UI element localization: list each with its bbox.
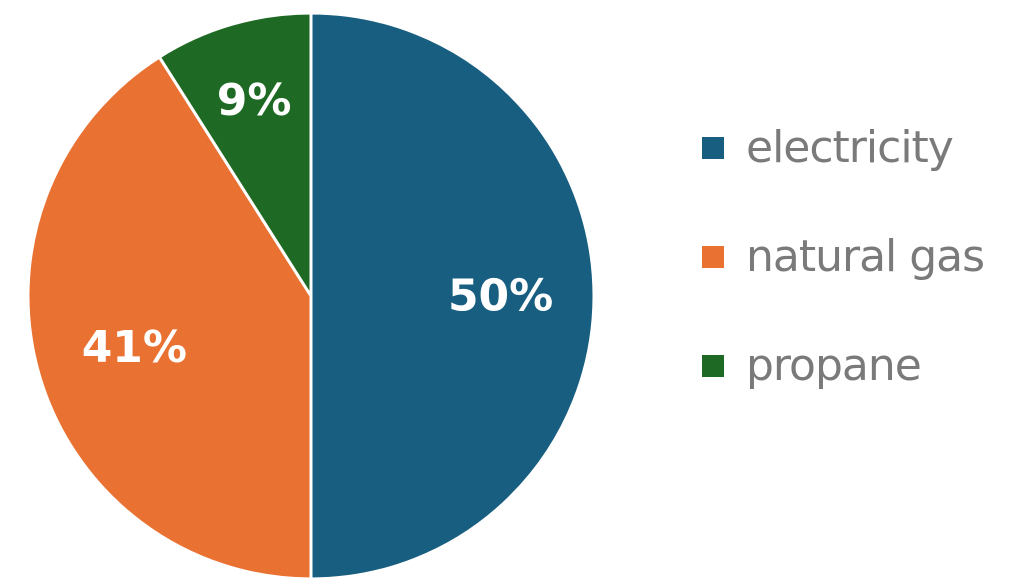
pie-slice-propane: [157, 11, 313, 302]
legend-swatch: [702, 355, 724, 377]
chart-legend: electricity natural gas propane: [702, 116, 985, 443]
data-label-propane: 9%: [217, 75, 292, 126]
legend-label: electricity: [746, 122, 954, 173]
data-label-natural-gas: 41%: [82, 322, 187, 373]
legend-item-electricity: electricity: [702, 116, 984, 180]
pie-slice-electricity: [309, 11, 596, 578]
pie-data-labels: 50% 41% 9%: [82, 75, 554, 373]
pie-slices: [26, 11, 596, 578]
legend-item-natural-gas: natural gas: [702, 225, 985, 289]
data-label-electricity: 50%: [448, 271, 553, 322]
legend-item-propane: propane: [702, 334, 984, 398]
legend-swatch: [702, 137, 724, 159]
legend-swatch: [702, 246, 724, 268]
legend-label: natural gas: [746, 231, 985, 282]
legend-label: propane: [746, 340, 922, 391]
